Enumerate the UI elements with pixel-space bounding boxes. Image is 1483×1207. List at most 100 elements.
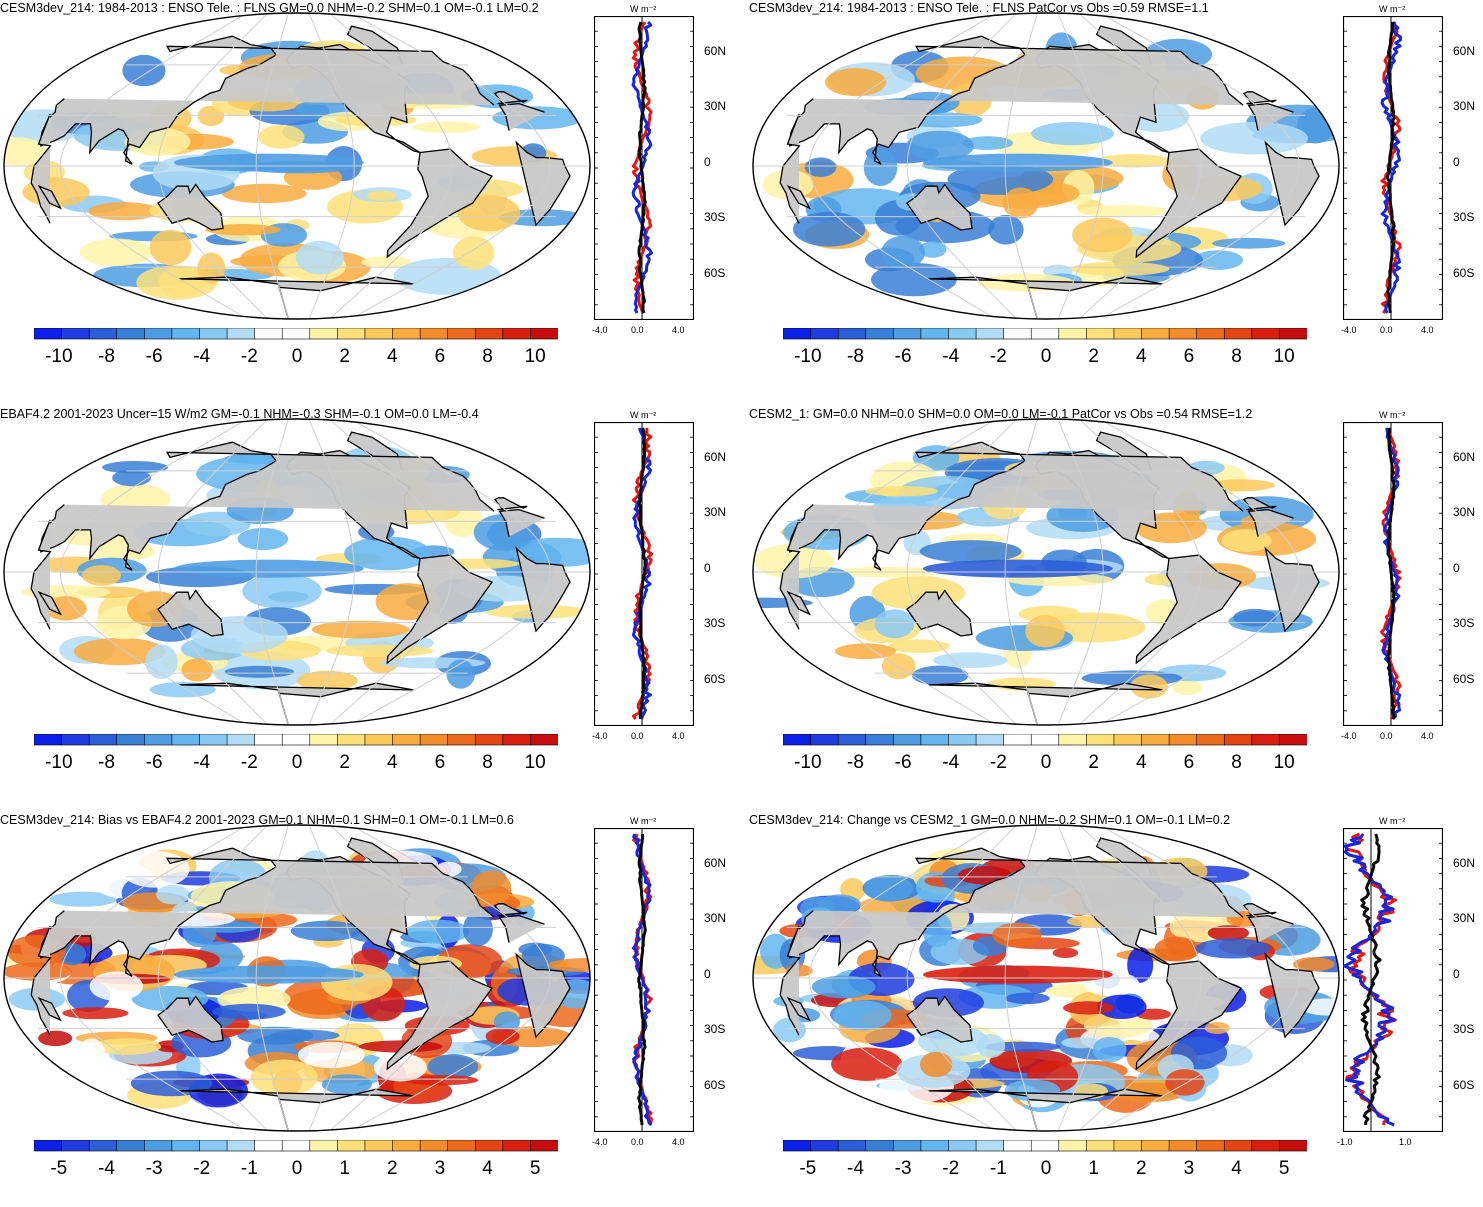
map-panel: CESM3dev_214: Change vs CESM2_1 GM=0.0 N… [749,812,1483,1207]
colorbar-label: -2 [942,1158,960,1179]
colorbar-swatch [1141,734,1170,746]
colorbar-swatch [171,328,201,340]
anomaly-contour [462,912,493,947]
map-panel: EBAF4.2 2001-2023 Uncer=15 W/m2 GM=-0.1 … [0,406,741,801]
colorbar-swatch [1168,1140,1198,1152]
latitude-label: 60S [704,1078,726,1092]
anomaly-contour [1095,154,1171,168]
latitude-label: 60N [1453,450,1476,464]
colorbar-label: 1 [1088,1158,1099,1179]
anomaly-contour [427,1054,479,1080]
colorbar-label: 2 [339,752,350,773]
latitude-label: 30S [1453,210,1475,224]
continent-outline [386,554,493,665]
colorbar-swatch [226,328,256,340]
panel-title: CESM2_1: GM=0.0 NHM=0.0 SHM=0.0 OM=0.0 L… [749,407,1253,421]
continent-outline [1135,960,1242,1071]
colorbar-label: -4 [193,346,211,367]
colorbar-label: 2 [1088,752,1099,773]
colorbar-swatch [199,1140,228,1152]
colorbar-swatch [392,328,421,340]
profile-units: W m⁻² [1379,410,1406,420]
colorbar-swatch [61,734,90,746]
anomaly-contour [407,919,470,944]
profile-x-tick: -4.0 [1341,731,1357,741]
latitude-label: 0 [1453,967,1460,981]
anomaly-contour [547,958,590,972]
colorbar [34,328,558,340]
anomaly-contour [145,644,178,680]
anomaly-contour [367,190,397,201]
colorbar [34,734,558,746]
continent-outline [786,184,811,210]
anomaly-contour [452,236,495,270]
colorbar-swatch [810,328,839,340]
continent-outline [786,996,811,1022]
anomaly-contour [818,894,861,914]
anomaly-contour [933,652,1008,669]
anomaly-contour [485,1028,520,1045]
colorbar-label: 3 [1183,1158,1195,1179]
zonal-mean-profile [594,422,694,726]
colorbar-swatch [975,328,1005,340]
colorbar-swatch [865,1140,894,1152]
world-map [3,418,591,726]
anomaly-contour [457,195,521,232]
profile-x-tick: 1.0 [1399,1137,1412,1147]
colorbar-swatch [837,1140,867,1152]
zonal-mean-line [1360,833,1382,1126]
colorbar-swatch [893,1140,922,1152]
colorbar-label: -10 [45,346,73,367]
latitude-label: 30S [704,616,726,630]
world-map [3,824,591,1132]
continent-outline [39,441,528,571]
colorbar-swatch [1141,328,1170,340]
colorbar-swatch [34,328,63,340]
colorbar-label: 10 [524,346,546,367]
colorbar-swatch [144,1140,173,1152]
colorbar-label: -2 [989,346,1007,367]
colorbar-swatch [1196,734,1225,746]
latitude-label: 0 [704,967,711,981]
continent-outline [906,183,973,231]
colorbar-swatch [1113,734,1143,746]
anomaly-contour [73,637,166,666]
continent-outline [906,589,973,637]
anomaly-contour [373,1053,427,1082]
anomaly-contour [412,121,481,133]
continent-outline [906,995,973,1043]
anomaly-contour [919,540,1022,563]
anomaly-contour [881,653,916,680]
colorbar-swatch [337,1140,366,1152]
colorbar-swatch [61,328,90,340]
anomaly-contour [976,1033,1006,1058]
colorbar-swatch [948,328,977,340]
colorbar-label: -4 [942,752,960,773]
latitude-label: 60S [1453,1078,1475,1092]
colorbar [783,328,1307,340]
colorbar-swatch [144,734,173,746]
profile-x-tick: 4.0 [672,1137,685,1147]
anomaly-contour [825,68,887,97]
latitude-label: 30S [704,1022,726,1036]
colorbar-label: 4 [482,1158,493,1179]
colorbar-swatch [364,734,394,746]
colorbar-label: -4 [98,1158,115,1179]
colorbar-swatch [893,734,922,746]
anomaly-contour [804,157,837,177]
anomaly-contour [130,1070,213,1097]
latitude-label: 60N [704,450,727,464]
anomaly-contour [888,639,951,653]
colorbar-swatch [837,734,867,746]
colorbar-label: 2 [386,1158,398,1179]
colorbar [34,1140,558,1152]
zonal-mean-profile [594,16,694,320]
colorbar-label: -1 [989,1158,1007,1179]
anomaly-contour [79,238,153,267]
colorbar-swatch [199,328,228,340]
anomaly-contour [1193,250,1244,270]
anomaly-contour [1061,1037,1101,1049]
colorbar-swatch [364,328,394,340]
anomaly-contour [205,224,281,236]
colorbar-swatch [1223,1140,1253,1152]
